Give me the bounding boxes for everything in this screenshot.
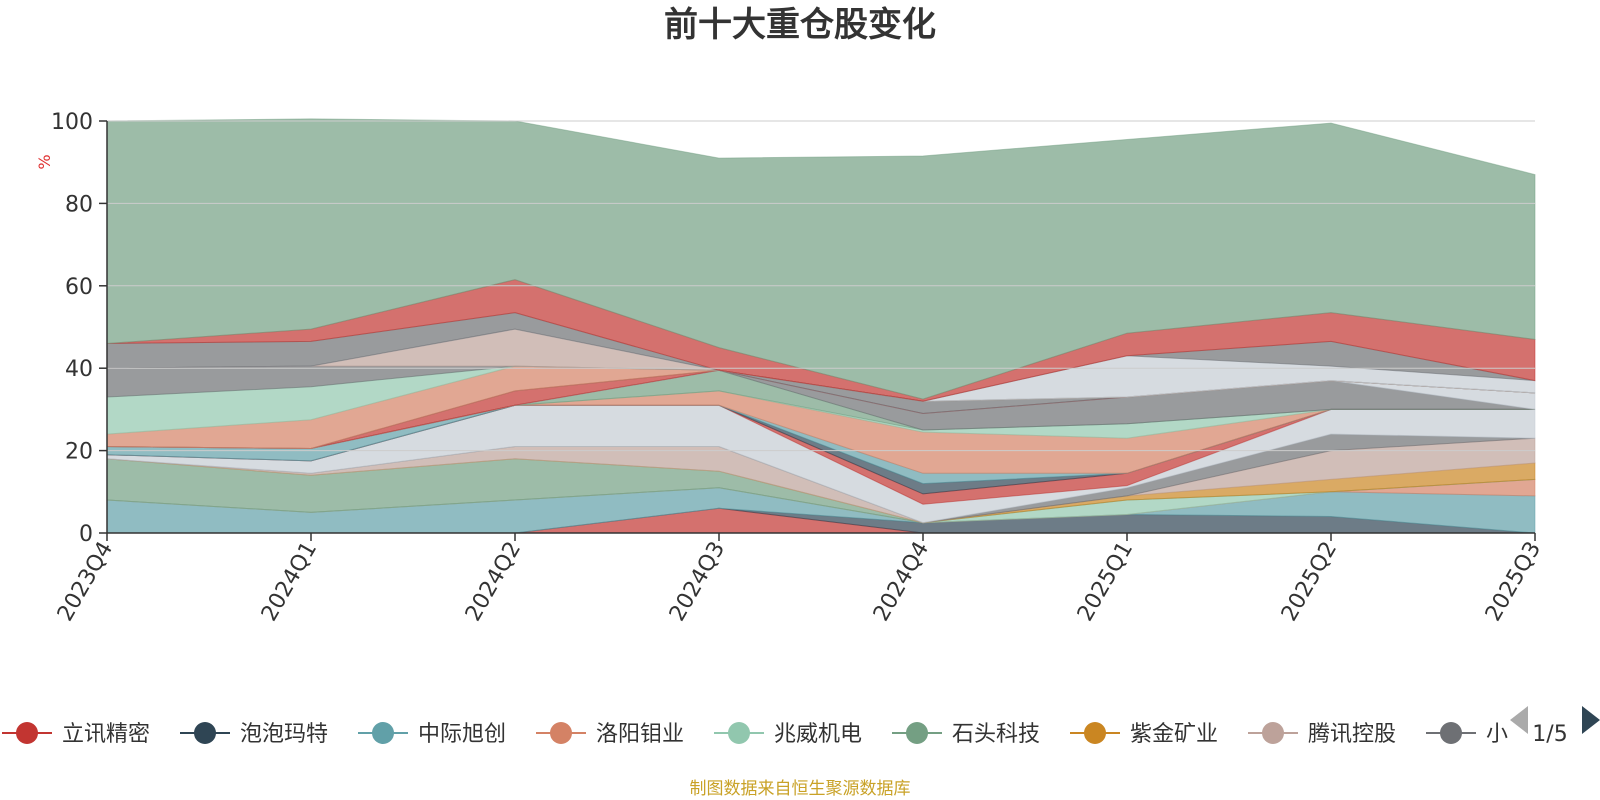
chart-title: 前十大重仓股变化 [664,5,936,45]
grid-lines [107,120,1535,452]
legend-item[interactable]: 中际旭创 [358,722,506,747]
legend-marker-icon [16,722,38,744]
legend-label: 洛阳钼业 [596,722,684,747]
area-series-group [106,118,1536,534]
legend-marker-icon [906,722,928,744]
footer-source: 制图数据来自恒生聚源数据库 [690,779,911,799]
legend: 立讯精密 泡泡玛特 中际旭创 洛阳钼业 兆威机电 石头科技 紫金矿业 腾讯控股 小 [2,722,1508,747]
y-tick-label: 80 [65,192,93,217]
x-tick-label: 2024Q3 [665,538,730,626]
legend-label: 石头科技 [952,722,1040,747]
x-tick-label: 2023Q4 [53,538,118,626]
x-tick-label: 2025Q2 [1277,538,1342,626]
legend-pager: 1/5 [1510,706,1600,747]
legend-label: 腾讯控股 [1308,722,1396,747]
legend-item[interactable]: 紫金矿业 [1070,722,1218,747]
x-tick-label: 2025Q1 [1073,538,1138,626]
legend-marker-icon [372,722,394,744]
legend-marker-icon [550,722,572,744]
legend-item[interactable]: 小 [1426,722,1508,747]
x-tick-label: 2024Q1 [257,538,322,626]
legend-item[interactable]: 立讯精密 [2,722,150,747]
legend-marker-icon [194,722,216,744]
y-tick-label: 60 [65,275,93,300]
legend-label: 小 [1486,722,1508,747]
legend-marker-icon [1440,722,1462,744]
legend-item[interactable]: 腾讯控股 [1248,722,1396,747]
y-tick-label: 40 [65,357,93,382]
y-tick-label: 0 [79,522,93,547]
legend-next-icon[interactable] [1582,706,1600,734]
y-tick-label: 20 [65,440,93,465]
area-series-27[interactable] [106,118,1536,400]
legend-page-label: 1/5 [1532,722,1567,747]
legend-label: 泡泡玛特 [240,722,328,747]
legend-item[interactable]: 洛阳钼业 [536,722,684,747]
legend-item[interactable]: 兆威机电 [714,722,862,747]
x-tick-label: 2024Q4 [869,538,934,626]
legend-marker-icon [1084,722,1106,744]
legend-item[interactable]: 泡泡玛特 [180,722,328,747]
y-tick-label: 100 [51,110,93,135]
legend-label: 立讯精密 [62,722,150,747]
legend-prev-icon[interactable] [1510,706,1528,734]
legend-marker-icon [728,722,750,744]
x-tick-label: 2024Q2 [461,538,526,626]
legend-item[interactable]: 石头科技 [892,722,1040,747]
y-axis-label: % [35,154,54,169]
x-tick-label: 2025Q3 [1481,538,1546,626]
legend-label: 中际旭创 [418,722,506,747]
legend-label: 兆威机电 [774,722,862,747]
legend-marker-icon [1262,722,1284,744]
legend-label: 紫金矿业 [1130,722,1218,747]
